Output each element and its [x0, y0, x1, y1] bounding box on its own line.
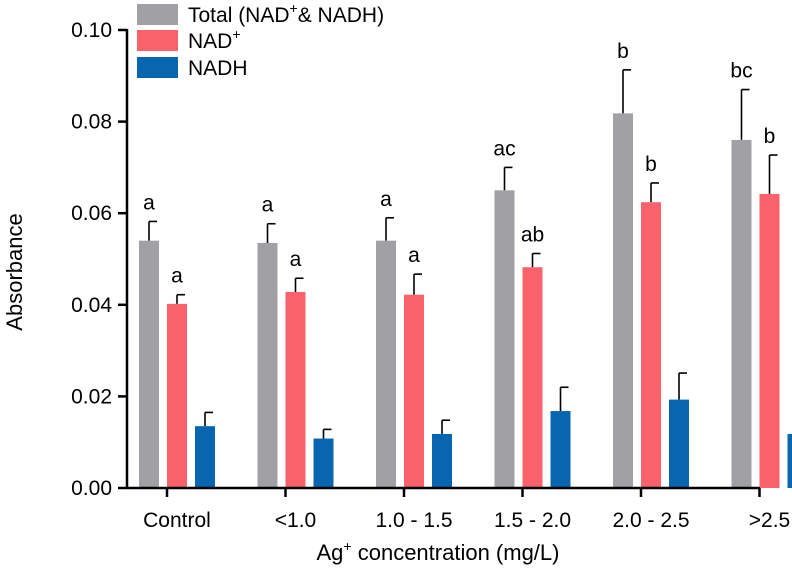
x-tick-label: 2.0 - 2.5: [612, 509, 689, 532]
bar: [669, 399, 689, 488]
bar: [376, 240, 396, 488]
significance-letter: bc: [730, 60, 752, 83]
plot-marks: a a a a a a ac ab b b bc b: [139, 40, 792, 489]
significance-letter: a: [171, 265, 183, 288]
bar: [257, 242, 278, 488]
x-tick-label: >2.5: [749, 509, 790, 532]
x-axis-label: Ag+ concentration (mg/L): [317, 538, 560, 565]
legend-swatch: [137, 30, 178, 51]
significance-letter: a: [408, 244, 420, 267]
bar: [313, 438, 334, 488]
significance-letter: ab: [521, 224, 544, 247]
legend-label: NADH: [188, 57, 248, 80]
bar: [139, 240, 159, 488]
bar: [494, 190, 515, 489]
bar: [731, 139, 752, 489]
bar: [759, 193, 780, 489]
significance-letter: a: [380, 188, 392, 211]
legend: Total (NAD+& NADH)NAD+ NADH: [137, 0, 384, 80]
y-tick-label: 0.08: [71, 111, 112, 134]
axes: 0.00 0.02 0.04 0.06 0.08 0.10 Control <1.0 1.0 -…: [71, 19, 790, 532]
significance-letter: b: [617, 40, 629, 63]
bar: [195, 426, 215, 488]
y-tick-label: 0.04: [71, 294, 112, 317]
bar: [522, 267, 543, 488]
y-tick-label: 0.02: [71, 385, 112, 408]
significance-letter: a: [143, 191, 155, 214]
significance-letter: a: [290, 248, 302, 271]
significance-letter: b: [764, 125, 776, 148]
bar: [641, 202, 661, 488]
y-axis-label: Absorbance: [2, 213, 27, 330]
significance-letter: a: [262, 194, 274, 217]
bar: [787, 433, 792, 488]
bar: [550, 411, 571, 488]
y-tick-label: 0.06: [71, 202, 112, 225]
x-tick-label: 1.5 - 2.0: [494, 509, 571, 532]
x-tick-label: 1.0 - 1.5: [375, 509, 452, 532]
bar: [404, 294, 424, 488]
x-tick-label: Control: [143, 509, 211, 532]
bar: [613, 113, 633, 488]
bar: [432, 433, 452, 488]
x-tick-label: <1.0: [275, 509, 316, 532]
legend-label: NAD+: [188, 26, 241, 53]
y-tick-label: 0.00: [71, 477, 112, 500]
y-tick-label: 0.10: [71, 19, 112, 42]
legend-swatch: [137, 4, 178, 25]
bar: [285, 291, 306, 488]
significance-letter: b: [645, 153, 657, 176]
legend-swatch: [137, 57, 178, 78]
legend-label: Total (NAD+& NADH): [188, 0, 384, 27]
significance-letter: ac: [493, 137, 515, 160]
bar: [167, 303, 187, 488]
